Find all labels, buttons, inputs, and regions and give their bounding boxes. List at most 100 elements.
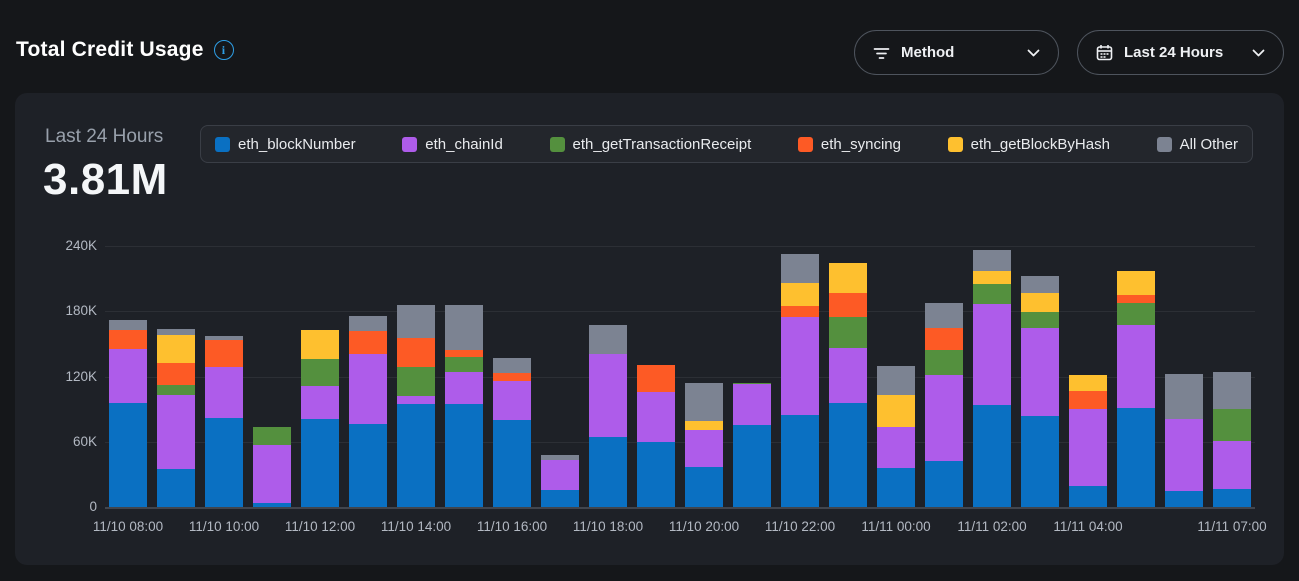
bar-segment-eth_blockNumber[interactable]	[445, 403, 483, 507]
legend-item-eth_chainId[interactable]: eth_chainId	[402, 136, 503, 153]
bar-segment-eth_chainId[interactable]	[781, 316, 819, 415]
bar-segment-eth_chainId[interactable]	[253, 445, 291, 503]
bar-segment-eth_chainId[interactable]	[445, 372, 483, 404]
bar-segment-eth_blockNumber[interactable]	[1117, 408, 1155, 507]
bar-segment-eth_getTransactionReceipt[interactable]	[1021, 312, 1059, 328]
bar-segment-eth_syncing[interactable]	[1117, 294, 1155, 303]
bar-segment-eth_syncing[interactable]	[109, 329, 147, 350]
bar-segment-eth_chainId[interactable]	[637, 391, 675, 442]
bar-segment-eth_chainId[interactable]	[829, 348, 867, 403]
bar-segment-eth_syncing[interactable]	[637, 364, 675, 392]
bar-segment-eth_blockNumber[interactable]	[637, 441, 675, 507]
bar-segment-All Other[interactable]	[205, 336, 243, 340]
bar-segment-eth_syncing[interactable]	[205, 339, 243, 367]
bar-segment-eth_getBlockByHash[interactable]	[829, 263, 867, 293]
bar-segment-eth_getBlockByHash[interactable]	[301, 329, 339, 360]
info-icon[interactable]: i	[213, 40, 234, 60]
bar-segment-eth_getBlockByHash[interactable]	[1069, 375, 1107, 391]
bar-segment-eth_getTransactionReceipt[interactable]	[1213, 409, 1251, 441]
legend-item-eth_syncing[interactable]: eth_syncing	[797, 136, 901, 153]
legend-item-eth_getBlockByHash[interactable]: eth_getBlockByHash	[947, 136, 1110, 153]
bar-segment-eth_chainId[interactable]	[205, 366, 243, 418]
bar-segment-eth_getTransactionReceipt[interactable]	[445, 356, 483, 373]
bar-segment-eth_getBlockByHash[interactable]	[1021, 292, 1059, 313]
bar-segment-All Other[interactable]	[397, 304, 435, 339]
bar-segment-eth_blockNumber[interactable]	[541, 489, 579, 507]
bar-segment-eth_syncing[interactable]	[1069, 390, 1107, 410]
bar-segment-eth_chainId[interactable]	[1069, 409, 1107, 487]
bar-segment-eth_chainId[interactable]	[349, 353, 387, 425]
bar-segment-eth_chainId[interactable]	[493, 380, 531, 420]
bar-segment-All Other[interactable]	[109, 319, 147, 330]
bar-segment-eth_syncing[interactable]	[829, 292, 867, 317]
bar-segment-All Other[interactable]	[589, 325, 627, 354]
bar-segment-eth_chainId[interactable]	[301, 386, 339, 419]
legend-item-eth_blockNumber[interactable]: eth_blockNumber	[215, 136, 356, 153]
legend-item-eth_getTransactionReceipt[interactable]: eth_getTransactionReceipt	[549, 136, 751, 153]
bar-segment-eth_getTransactionReceipt[interactable]	[925, 350, 963, 376]
bar-segment-eth_getBlockByHash[interactable]	[877, 394, 915, 427]
bar-segment-eth_syncing[interactable]	[157, 363, 195, 386]
bar-segment-All Other[interactable]	[157, 328, 195, 336]
bar-segment-eth_syncing[interactable]	[397, 338, 435, 367]
bar-segment-eth_getTransactionReceipt[interactable]	[253, 426, 291, 445]
bar-segment-eth_getTransactionReceipt[interactable]	[157, 385, 195, 395]
bar-segment-eth_blockNumber[interactable]	[205, 417, 243, 507]
bar-segment-eth_getBlockByHash[interactable]	[973, 271, 1011, 285]
bar-segment-eth_getTransactionReceipt[interactable]	[973, 284, 1011, 304]
bar-segment-eth_blockNumber[interactable]	[301, 418, 339, 507]
bar-segment-eth_blockNumber[interactable]	[685, 466, 723, 507]
bar-segment-eth_blockNumber[interactable]	[253, 502, 291, 507]
bar-segment-eth_getTransactionReceipt[interactable]	[397, 366, 435, 397]
bar-segment-All Other[interactable]	[541, 454, 579, 461]
bar-segment-All Other[interactable]	[781, 253, 819, 283]
bar-segment-eth_blockNumber[interactable]	[925, 461, 963, 507]
bar-segment-All Other[interactable]	[973, 250, 1011, 271]
bar-segment-eth_getTransactionReceipt[interactable]	[1117, 302, 1155, 326]
bar-segment-All Other[interactable]	[925, 302, 963, 328]
bar-segment-All Other[interactable]	[349, 315, 387, 331]
bar-segment-eth_chainId[interactable]	[1165, 418, 1203, 491]
bar-segment-All Other[interactable]	[445, 304, 483, 351]
bar-segment-eth_syncing[interactable]	[781, 305, 819, 317]
bar-segment-eth_syncing[interactable]	[925, 327, 963, 351]
bar-segment-All Other[interactable]	[877, 365, 915, 395]
bar-segment-eth_chainId[interactable]	[1021, 327, 1059, 416]
bar-segment-eth_syncing[interactable]	[349, 330, 387, 354]
bar-segment-eth_syncing[interactable]	[445, 350, 483, 357]
bar-segment-eth_blockNumber[interactable]	[349, 424, 387, 507]
legend-item-All Other[interactable]: All Other	[1156, 136, 1238, 153]
bar-segment-eth_chainId[interactable]	[157, 394, 195, 469]
bar-segment-eth_blockNumber[interactable]	[1165, 490, 1203, 507]
time-range-dropdown[interactable]: Last 24 Hours	[1077, 30, 1284, 75]
bar-segment-eth_chainId[interactable]	[733, 384, 771, 426]
bar-segment-eth_syncing[interactable]	[493, 373, 531, 381]
bar-segment-eth_chainId[interactable]	[1117, 325, 1155, 409]
bar-segment-eth_blockNumber[interactable]	[1021, 415, 1059, 507]
bar-segment-eth_blockNumber[interactable]	[877, 467, 915, 507]
bar-segment-eth_getTransactionReceipt[interactable]	[733, 383, 771, 385]
bar-segment-eth_getBlockByHash[interactable]	[1117, 271, 1155, 295]
bar-segment-eth_getBlockByHash[interactable]	[781, 282, 819, 306]
bar-segment-eth_chainId[interactable]	[541, 460, 579, 490]
bar-segment-eth_blockNumber[interactable]	[397, 403, 435, 507]
bar-segment-eth_blockNumber[interactable]	[157, 468, 195, 507]
bar-segment-eth_chainId[interactable]	[925, 375, 963, 462]
bar-segment-All Other[interactable]	[493, 358, 531, 374]
bar-segment-eth_blockNumber[interactable]	[733, 425, 771, 507]
bar-segment-eth_chainId[interactable]	[877, 426, 915, 468]
bar-segment-eth_blockNumber[interactable]	[973, 404, 1011, 507]
bar-segment-eth_blockNumber[interactable]	[781, 414, 819, 507]
bar-segment-eth_getBlockByHash[interactable]	[685, 421, 723, 430]
bar-segment-eth_blockNumber[interactable]	[493, 420, 531, 507]
bar-segment-eth_getTransactionReceipt[interactable]	[829, 316, 867, 349]
bar-segment-All Other[interactable]	[1213, 372, 1251, 410]
bar-segment-eth_blockNumber[interactable]	[829, 402, 867, 507]
bar-segment-eth_blockNumber[interactable]	[109, 402, 147, 507]
bar-segment-eth_chainId[interactable]	[685, 429, 723, 467]
bar-segment-eth_blockNumber[interactable]	[589, 437, 627, 507]
bar-segment-eth_getBlockByHash[interactable]	[157, 335, 195, 364]
bar-segment-All Other[interactable]	[685, 383, 723, 422]
bar-segment-eth_chainId[interactable]	[973, 303, 1011, 405]
bar-segment-eth_getTransactionReceipt[interactable]	[301, 359, 339, 387]
